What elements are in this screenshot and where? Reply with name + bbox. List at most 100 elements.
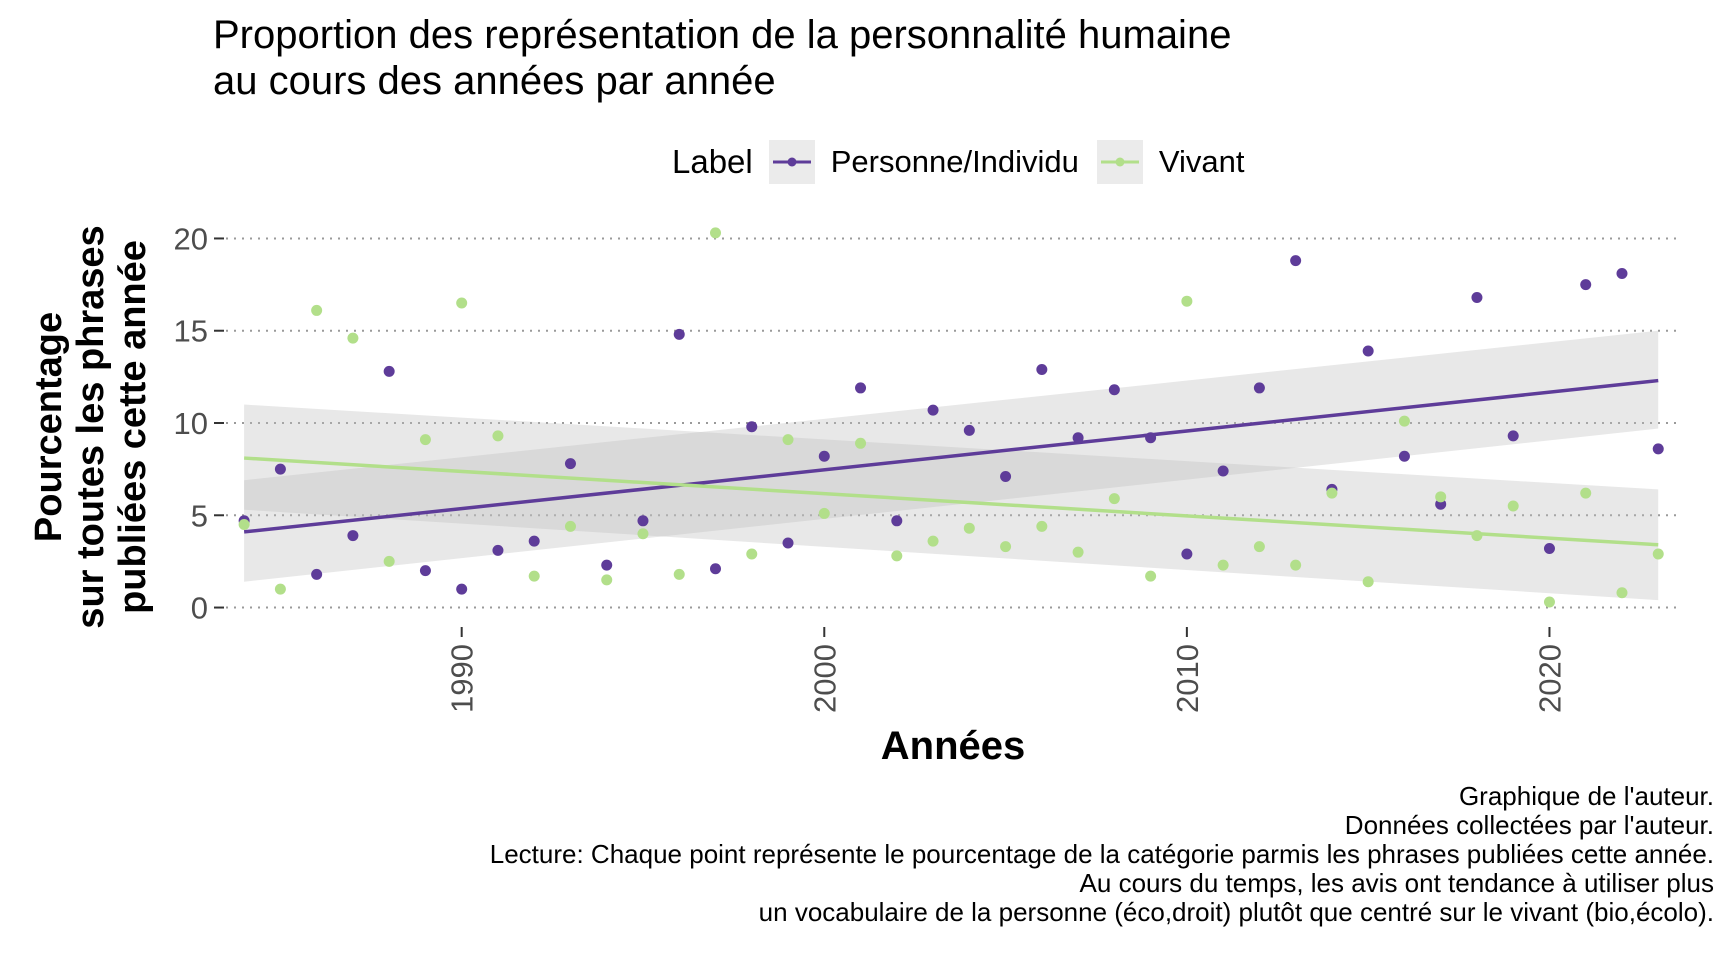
point-s1-2019 [1507,500,1519,512]
point-s1-2000 [818,507,830,519]
point-s0-2002 [891,515,903,527]
legend-title: Label [672,143,753,180]
x-tick-label-2000: 2000 [807,644,842,713]
x-tick-label-2020: 2020 [1532,644,1567,713]
trend-line-0 [243,378,1659,534]
point-s0-2012 [1253,382,1265,394]
point-s1-2005 [1000,541,1012,553]
point-s1-2010 [1181,295,1193,307]
point-s1-1993 [564,520,576,532]
point-s1-2009 [1145,570,1157,582]
point-s0-2019 [1507,430,1519,442]
point-s1-2007 [1072,546,1084,558]
point-s1-1999 [782,434,794,446]
caption-line-2: Données collectées par l'auteur. [1344,810,1714,840]
point-s1-2012 [1253,541,1265,553]
point-s1-2017 [1435,491,1447,503]
legend-item-personne: Personne/Individu [768,140,1079,184]
point-s1-1988 [383,555,395,567]
point-s0-2004 [963,424,975,436]
y-axis-label-line-3: publiées cette année [112,240,154,614]
point-s0-2013 [1290,255,1302,267]
point-s0-1986 [311,568,323,580]
point-s0-2023 [1652,443,1664,455]
point-s0-1999 [782,537,794,549]
point-s1-2006 [1036,520,1048,532]
point-s1-2021 [1580,487,1592,499]
y-tick-label-20: 20 [174,221,208,256]
point-s1-2002 [891,550,903,562]
point-s0-2016 [1398,450,1410,462]
point-s0-1998 [746,421,758,433]
point-s0-1990 [456,583,468,595]
point-s0-2006 [1036,363,1048,375]
point-s1-2015 [1362,576,1374,588]
point-s0-1985 [274,463,286,475]
point-s0-2015 [1362,345,1374,357]
point-s0-2005 [1000,471,1012,483]
y-tick-label-10: 10 [174,406,208,441]
x-axis-label: Années [881,724,1026,768]
point-s0-2008 [1108,384,1120,396]
caption-line-3: Lecture: Chaque point représente le pour… [489,839,1714,869]
caption-line-5: un vocabulaire de la personne (éco,droit… [758,897,1714,927]
point-s1-1985 [274,583,286,595]
legend-item-vivant: Vivant [1096,140,1245,184]
y-tick-label-15: 15 [174,314,208,349]
legend-label-personne: Personne/Individu [830,144,1079,179]
legend-key-vivant [1096,140,1143,184]
point-s1-1998 [746,548,758,560]
trend-line-1 [244,456,1659,547]
point-s0-2011 [1217,465,1229,477]
point-s1-2022 [1616,587,1628,599]
point-s0-2020 [1543,542,1555,554]
point-s0-1988 [383,365,395,377]
point-s1-2004 [963,522,975,534]
point-s1-1994 [601,574,613,586]
point-s0-1989 [419,565,431,577]
chart-title-line-1: Proportion des représentation de la pers… [213,13,1232,57]
point-s1-2003 [927,535,939,547]
chart-title: Proportion des représentation de la pers… [213,12,1231,104]
point-s0-2010 [1181,548,1193,560]
point-s0-1996 [673,328,685,340]
point-s1-1992 [528,570,540,582]
point-s1-1997 [710,227,722,239]
x-tick-label-2010: 2010 [1170,644,1205,713]
point-s1-1990 [456,297,468,309]
caption-line-4: Au cours du temps, les avis ont tendance… [1079,868,1714,898]
point-s1-1986 [311,304,323,316]
point-s1-2001 [855,437,867,449]
point-s0-1995 [637,515,649,527]
y-tick-label-0: 0 [191,591,208,626]
point-s0-2003 [927,404,939,416]
point-s0-2001 [855,382,867,394]
point-s1-1995 [637,528,649,540]
point-s0-1992 [528,535,540,547]
point-s0-1994 [601,559,613,571]
point-s1-1987 [347,332,359,344]
point-s0-1997 [710,563,722,575]
point-s1-2016 [1398,415,1410,427]
point-s0-1993 [564,458,576,470]
point-s0-2018 [1471,292,1483,304]
y-axis-label-line-2: sur toutes les phrases [70,225,112,628]
legend-key-personne [768,140,815,184]
point-s0-1987 [347,530,359,542]
point-s1-1989 [419,434,431,446]
point-s1-2020 [1543,596,1555,608]
point-s0-2007 [1072,432,1084,444]
point-s1-2014 [1326,487,1338,499]
point-s1-2023 [1652,548,1664,560]
point-s1-1996 [673,568,685,580]
point-s0-2022 [1616,268,1628,280]
legend-label-vivant: Vivant [1158,144,1245,179]
point-s0-2000 [818,450,830,462]
legend: Label Personne/Individu Vivant [672,140,1263,184]
point-s1-2013 [1290,559,1302,571]
chart-title-line-2: au cours des années par année [213,59,776,103]
x-tick-label-1990: 1990 [445,644,480,713]
point-s0-1991 [492,544,504,556]
y-tick-label-5: 5 [191,498,208,533]
point-s1-2011 [1217,559,1229,571]
